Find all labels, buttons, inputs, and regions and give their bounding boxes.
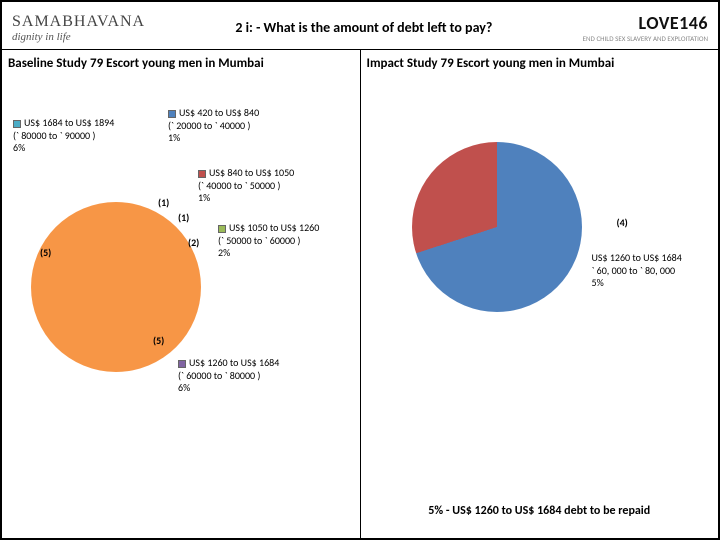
legend-swatch <box>168 110 176 118</box>
logo-left: SAMABHAVANA dignity in life <box>12 13 145 43</box>
legend-swatch <box>218 225 226 233</box>
pie-baseline: US$ 420 to US$ 840(` 20000 to ` 40000 )1… <box>8 77 354 529</box>
logo-right-brand: LOVE146 <box>583 12 708 34</box>
pie-impact: US$ 1260 to US$ 1684 ` 60, 000 to ` 80, … <box>367 77 713 529</box>
logo-left-brand: SAMABHAVANA <box>12 13 145 31</box>
pie-slice-count: (1) <box>178 212 189 225</box>
pie-slice-count: (5) <box>40 247 51 260</box>
pie-slice-count: (5) <box>153 335 164 348</box>
pie-chart <box>412 142 582 312</box>
pie-slice-label: US$ 1260 to US$ 1684 ` 60, 000 to ` 80, … <box>592 252 682 290</box>
pie-chart <box>31 202 201 372</box>
logo-left-tag: dignity in life <box>12 31 145 43</box>
pie-slice-label: US$ 1050 to US$ 1260(` 50000 to ` 60000 … <box>218 222 319 260</box>
logo-right: LOVE146 END CHILD SEX SLAVERY AND EXPLOI… <box>583 12 708 43</box>
header: SAMABHAVANA dignity in life 2 i: - What … <box>2 2 718 50</box>
logo-right-tag: END CHILD SEX SLAVERY AND EXPLOITATION <box>583 34 708 43</box>
body-row: Baseline Study 79 Escort young men in Mu… <box>2 50 718 538</box>
panel-baseline: Baseline Study 79 Escort young men in Mu… <box>2 50 361 538</box>
pie-slice-count: (1) <box>158 197 169 210</box>
panel-impact-title: Impact Study 79 Escort young men in Mumb… <box>367 56 713 71</box>
pie-slice-label: US$ 1684 to US$ 1894(` 80000 to ` 90000 … <box>13 117 114 155</box>
legend-swatch <box>198 170 206 178</box>
legend-swatch <box>178 360 186 368</box>
pie-slice-label: US$ 420 to US$ 840(` 20000 to ` 40000 )1… <box>168 107 259 145</box>
legend-swatch <box>13 120 21 128</box>
page-title: 2 i: - What is the amount of debt left t… <box>145 19 583 36</box>
pie-slice-label: US$ 840 to US$ 1050(` 40000 to ` 50000 )… <box>198 167 294 205</box>
conclusion-text: 5% - US$ 1260 to US$ 1684 debt to be rep… <box>428 504 650 518</box>
pie-slice-label: US$ 1260 to US$ 1684(` 60000 to ` 80000 … <box>178 357 279 395</box>
pie-slice-count: (4) <box>617 217 628 230</box>
panel-impact: Impact Study 79 Escort young men in Mumb… <box>361 50 719 538</box>
panel-baseline-title: Baseline Study 79 Escort young men in Mu… <box>8 56 354 71</box>
pie-slice-count: (2) <box>188 237 199 250</box>
